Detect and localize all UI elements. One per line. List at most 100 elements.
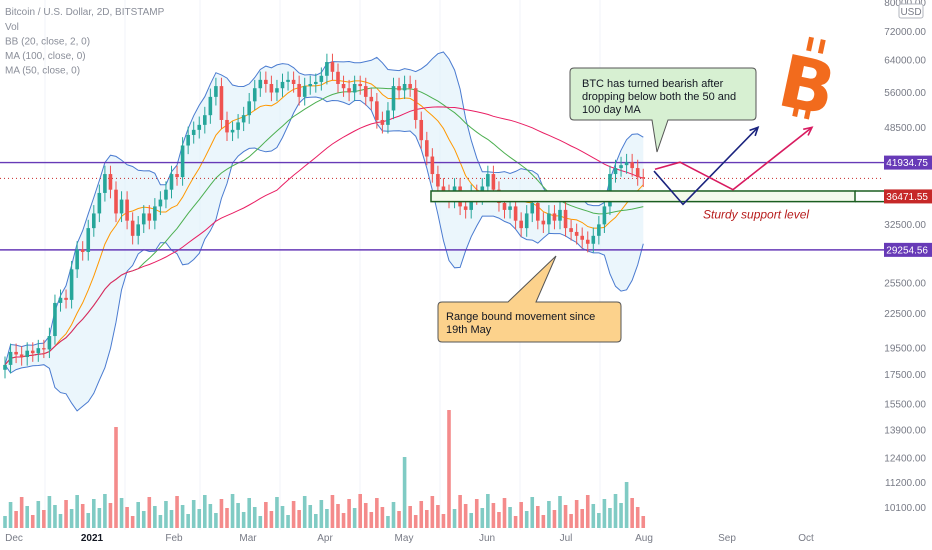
volume-bar [180,505,185,528]
volume-bar [3,516,7,528]
projection-arrowhead-1 [803,126,814,136]
volume-bar [330,495,335,528]
price-tag-box-0[interactable] [884,155,932,170]
volume-bar [430,496,435,528]
candle-body [602,206,607,225]
candle-body [175,174,179,178]
volume-bar [402,457,407,528]
candle-body [508,206,512,210]
volume-bar [236,503,240,528]
volume-bar [352,508,357,528]
candle-body [53,302,57,337]
volume-bar [114,427,118,528]
candle-body [641,177,646,179]
volume-bar [252,507,257,528]
volume-bar [158,515,163,528]
volume-bar [391,502,396,528]
time-tick-label: Apr [317,533,333,544]
volume-bar [42,510,46,528]
projection-path-1[interactable] [654,126,813,191]
candle-body [352,84,357,93]
price-tag-box-2[interactable] [884,242,932,257]
projection-path-0[interactable] [653,126,759,206]
candle-body [530,202,535,214]
time-axis[interactable]: Dec 2021 Feb Mar Apr May Jun Jul Aug Sep Oct [5,533,814,544]
time-tick-label: Oct [798,533,814,544]
volume-bar [580,509,584,528]
volume-bar [53,505,57,528]
candle-body [286,79,290,82]
volume-bar [286,515,290,528]
candle-body [164,189,168,200]
volume-bar [325,509,329,528]
candle-body [541,220,546,225]
candle-body [486,174,490,187]
candle-body [502,202,507,210]
volume-bar [147,497,152,528]
candle-body [402,84,407,91]
price-axis[interactable]: 80000.0072000.0064000.0056000.0048500.00… [884,0,932,514]
candle-body [413,88,418,120]
volume-bar [119,498,124,528]
candle-body [97,192,102,214]
candle-body [613,168,618,175]
bitcoin-tick-bottom-2 [803,106,812,120]
candle-body [341,84,346,89]
candle-body [380,119,385,125]
volume-bar [314,514,318,528]
bearish-note-text: BTC has turned bearish after dropping bel… [582,78,736,116]
candle-body [347,88,351,93]
annotations[interactable]: BTC has turned bearish after dropping bel… [437,67,757,343]
volume-bar [269,511,274,528]
candle-body [436,174,440,187]
volume-bar [585,495,590,528]
candle-body [330,62,335,72]
candle-body [430,156,435,175]
volume-bar [552,510,557,528]
candle-body [92,213,96,229]
candle-body [635,168,640,178]
support-zone-box[interactable] [430,190,856,203]
price-tag-box-1[interactable] [884,189,932,204]
currency-badge[interactable] [898,3,924,19]
volume-bar [358,494,362,528]
support-zone[interactable]: Sturdy support level [430,190,884,222]
candle-body [336,71,340,85]
candle-body [563,209,568,229]
volume-bar [308,505,313,528]
projection-paths[interactable] [653,126,814,206]
range-note-line: Range bound movement since [446,311,595,323]
candle-body [230,129,235,133]
candle-body [441,186,446,193]
bearish-note-callout[interactable] [569,67,757,153]
range-note-callout[interactable] [437,255,622,343]
volume-bar [502,498,507,528]
volume-bar [408,506,412,528]
support-level-label: Sturdy support level [703,208,809,222]
projection-arrowhead-0 [749,126,760,137]
candle-body [3,364,7,370]
candle-body [608,174,612,207]
candle-body [513,206,518,221]
volume-bar [336,504,340,528]
candle-body [158,199,163,207]
volume-bar [480,508,485,528]
volume-bar [597,513,601,528]
candle-body [103,174,107,193]
candle-body [386,110,390,125]
bollinger-lower-line [4,96,644,412]
candle-body [391,86,396,111]
candle-body [119,199,124,214]
candle-body [297,84,301,97]
candle-body [247,101,251,116]
candle-body [419,119,424,141]
horizontal-levels[interactable] [0,161,884,251]
bitcoin-tick-bottom-1 [792,104,800,117]
price-tag-label-2: 29254.56 [886,245,928,256]
candle-body [363,86,368,97]
range-note-line: 19th May [446,324,492,336]
volume-bar [230,494,235,528]
time-tick-label: Jul [560,533,573,544]
